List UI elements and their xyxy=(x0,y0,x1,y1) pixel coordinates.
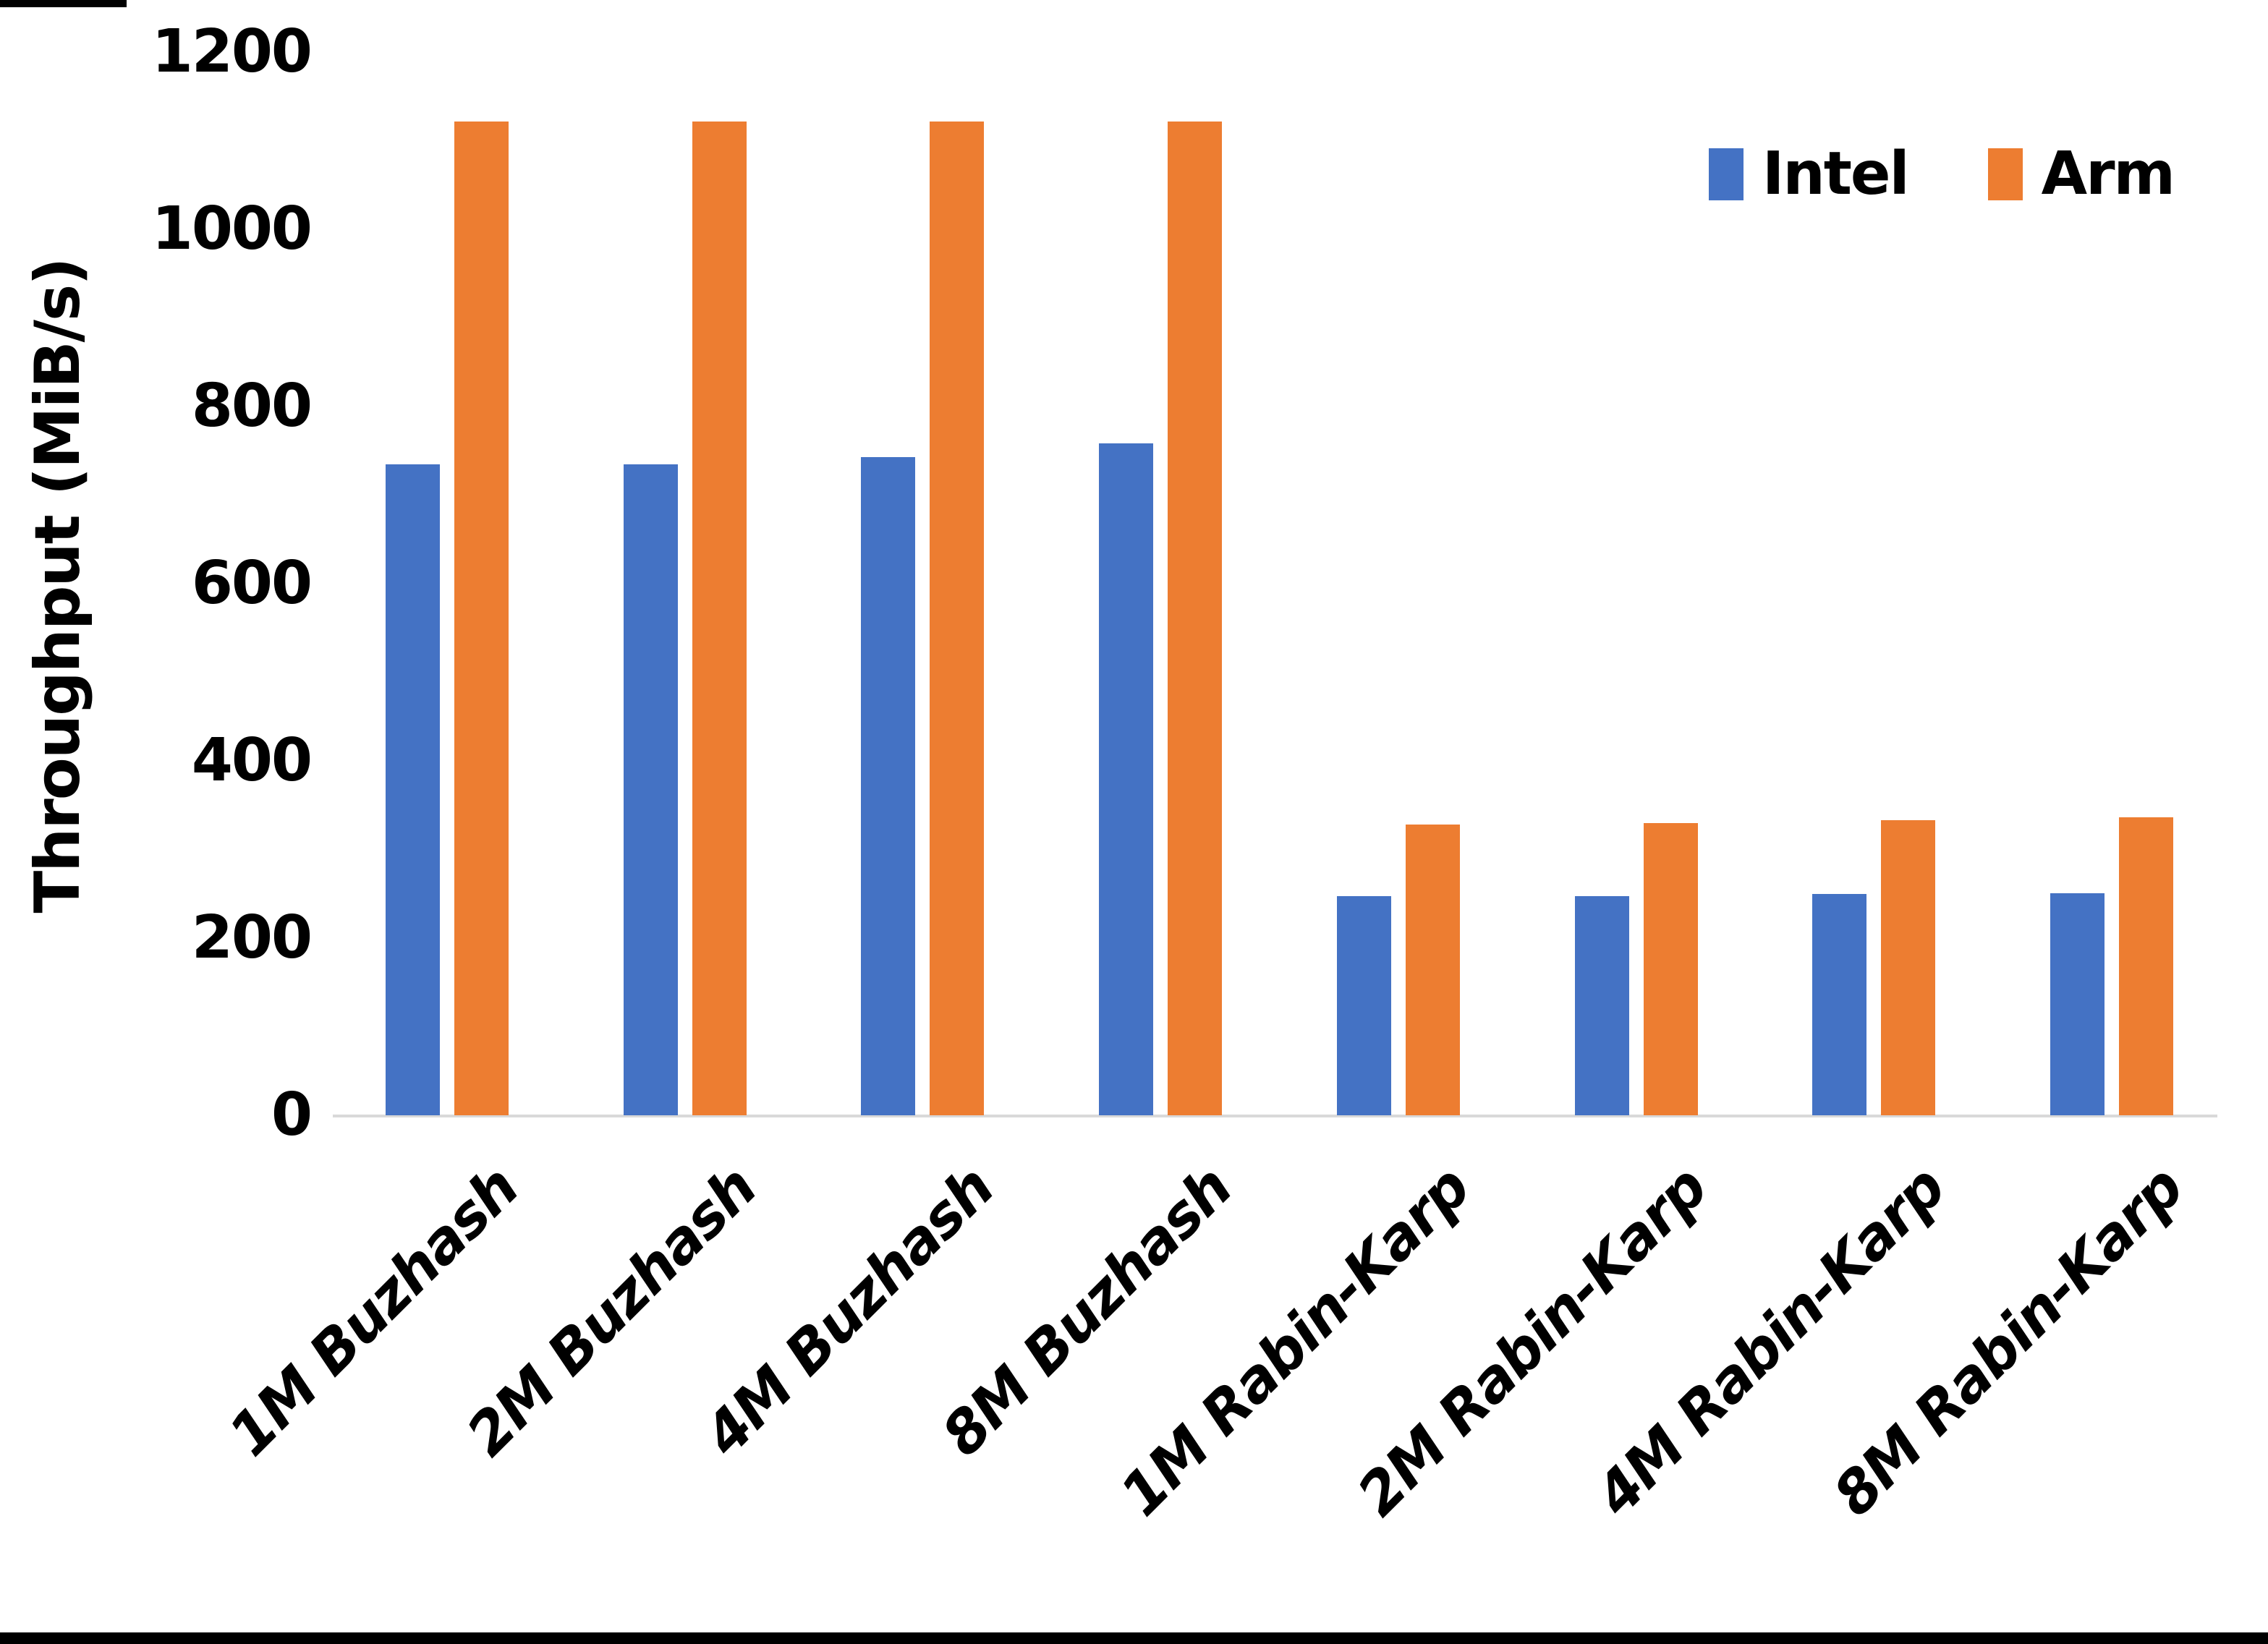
x-axis-line xyxy=(333,1115,2217,1117)
intel-legend-swatch-icon xyxy=(1708,148,1744,200)
bar-arm-5 xyxy=(1405,825,1460,1115)
y-axis-tick-label: 200 xyxy=(191,903,313,972)
bar-arm-4 xyxy=(1168,121,1223,1115)
y-axis-tick-label: 800 xyxy=(191,372,313,440)
bar-intel-2 xyxy=(623,464,678,1115)
bar-arm-7 xyxy=(1881,820,1936,1115)
y-axis-tick-label: 400 xyxy=(191,726,313,795)
bar-intel-3 xyxy=(861,456,916,1115)
bar-arm-8 xyxy=(2118,817,2173,1115)
legend-item-intel: Intel xyxy=(1708,140,1910,208)
bar-intel-7 xyxy=(1812,893,1867,1115)
bar-arm-6 xyxy=(1643,822,1698,1115)
bar-intel-6 xyxy=(1574,896,1629,1115)
top-border-fragment xyxy=(0,0,127,7)
bar-intel-8 xyxy=(2050,893,2105,1115)
y-axis-tick-label: 0 xyxy=(271,1081,313,1149)
y-axis-tick-label: 600 xyxy=(191,549,313,618)
bar-intel-4 xyxy=(1099,443,1154,1115)
bar-arm-1 xyxy=(454,121,509,1115)
y-axis-tick-label: 1000 xyxy=(151,195,313,263)
bar-intel-1 xyxy=(386,464,440,1115)
bar-arm-2 xyxy=(692,121,747,1115)
bottom-border xyxy=(0,1632,2268,1644)
legend-item-arm: Arm xyxy=(1987,140,2175,208)
y-axis-tick-label: 1200 xyxy=(151,17,313,86)
bar-intel-5 xyxy=(1336,896,1391,1115)
legend: Intel Arm xyxy=(1708,140,2175,208)
arm-legend-swatch-icon xyxy=(1987,148,2023,200)
legend-label-intel: Intel xyxy=(1762,140,1910,208)
bar-arm-3 xyxy=(930,121,985,1115)
y-axis-title: Throughput (MiB/s) xyxy=(22,258,94,913)
legend-label-arm: Arm xyxy=(2041,140,2175,208)
